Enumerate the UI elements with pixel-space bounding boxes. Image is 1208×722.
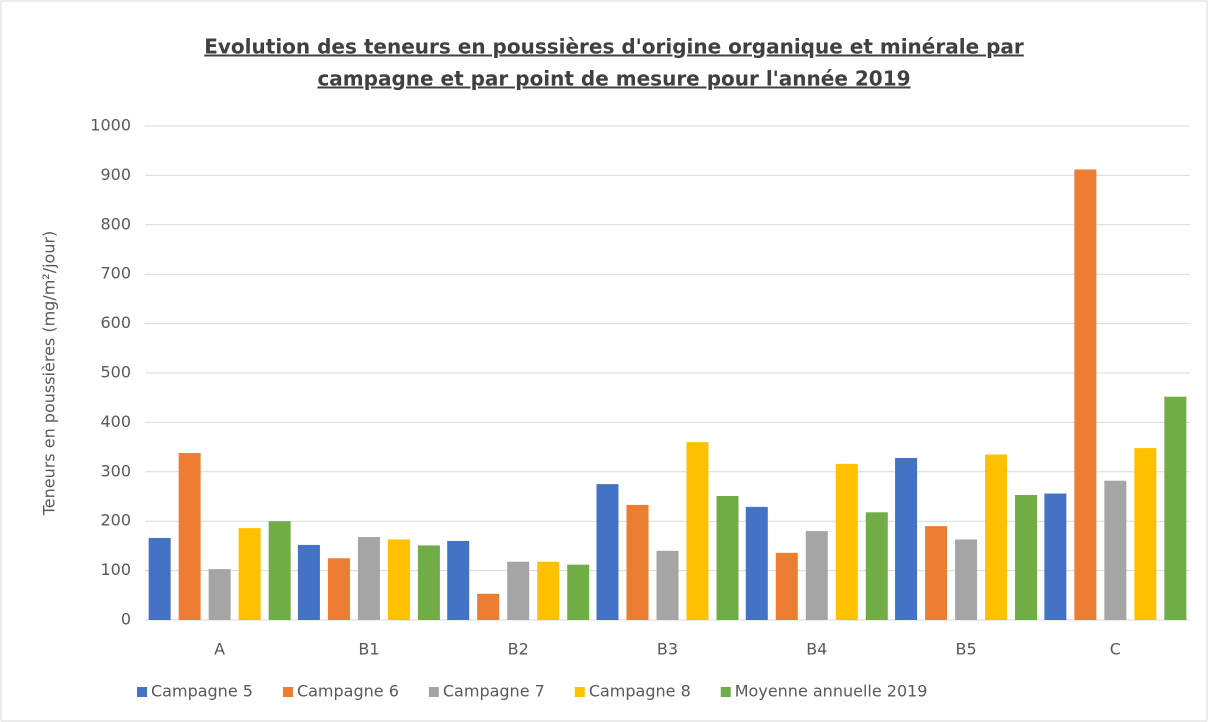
bar [477, 593, 500, 620]
y-tick-label: 100 [100, 560, 131, 579]
y-tick-label: 200 [100, 511, 131, 530]
y-tick-label: 300 [100, 461, 131, 480]
bar [268, 521, 291, 620]
legend-swatch [428, 687, 439, 697]
legend-swatch [574, 687, 585, 697]
chart-title: campagne et par point de mesure pour l'a… [317, 67, 910, 91]
bar [1015, 495, 1038, 620]
y-tick-label: 500 [100, 363, 131, 382]
x-tick-label: B4 [806, 640, 827, 659]
bar [178, 453, 201, 620]
bar [656, 550, 679, 620]
bar [955, 539, 978, 620]
chart-title: Evolution des teneurs en poussières d'or… [204, 35, 1024, 59]
legend-swatch [282, 687, 293, 697]
bar [745, 506, 768, 620]
legend-label: Campagne 8 [589, 682, 691, 701]
bar [148, 537, 171, 620]
bar [805, 531, 828, 620]
bar [865, 512, 888, 620]
legend-label: Campagne 6 [297, 682, 399, 701]
legend-label: Campagne 5 [151, 682, 253, 701]
bar [925, 526, 948, 620]
bar [387, 539, 410, 620]
bar [596, 484, 619, 620]
y-tick-label: 1000 [90, 116, 131, 135]
bar [895, 457, 918, 620]
bar [1134, 448, 1157, 620]
bar [238, 528, 261, 620]
bar [327, 558, 350, 620]
legend-label: Campagne 7 [443, 682, 545, 701]
y-tick-label: 900 [100, 165, 131, 184]
legend-label: Moyenne annuelle 2019 [735, 682, 928, 701]
x-tick-label: A [214, 640, 225, 659]
bar [716, 496, 739, 620]
legend-swatch [720, 687, 731, 697]
x-tick-label: B2 [508, 640, 529, 659]
bar [297, 544, 320, 620]
bar [985, 454, 1008, 620]
x-tick-label: B1 [358, 640, 379, 659]
x-tick-label: B3 [657, 640, 678, 659]
bar [1074, 169, 1097, 621]
bar [507, 561, 530, 620]
y-tick-label: 800 [100, 214, 131, 233]
bar [417, 545, 440, 620]
bar [1044, 493, 1067, 620]
y-tick-label: 400 [100, 412, 131, 431]
legend-swatch [137, 687, 147, 697]
bar [537, 561, 560, 620]
y-tick-label: 0 [121, 610, 131, 629]
bar [686, 442, 709, 620]
bar [208, 569, 231, 620]
x-tick-label: B5 [955, 640, 976, 659]
bar [447, 540, 470, 620]
bar [775, 552, 798, 620]
bar [567, 564, 590, 620]
bar [1164, 396, 1187, 620]
bar [1104, 480, 1127, 620]
y-tick-label: 700 [100, 264, 131, 283]
bar [835, 463, 858, 620]
bar [626, 504, 649, 620]
y-tick-label: 600 [100, 313, 131, 332]
y-axis-label: Teneurs en poussières (mg/m²/jour) [40, 231, 59, 517]
x-tick-label: C [1110, 640, 1121, 659]
bar [357, 537, 380, 620]
